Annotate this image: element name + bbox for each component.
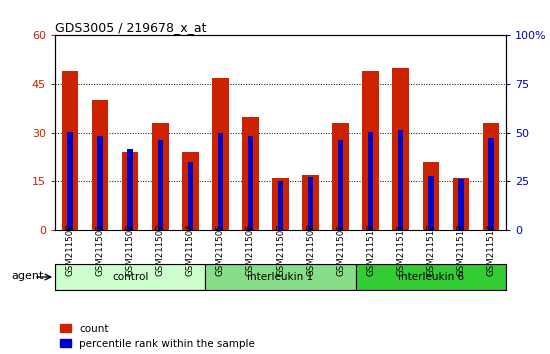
Text: GSM211501: GSM211501 — [96, 223, 104, 276]
Text: control: control — [112, 272, 148, 282]
Bar — [182, 152, 199, 230]
Bar — [157, 139, 163, 230]
Bar — [55, 264, 205, 290]
Text: GSM211508: GSM211508 — [306, 223, 315, 276]
Text: GSM211500: GSM211500 — [65, 223, 75, 276]
Text: interleukin 6: interleukin 6 — [398, 272, 464, 282]
Bar — [368, 132, 373, 230]
Bar — [242, 116, 258, 230]
Text: agent: agent — [11, 271, 43, 281]
Bar — [188, 162, 193, 230]
Bar — [398, 130, 404, 230]
Bar — [362, 71, 379, 230]
Text: GSM211505: GSM211505 — [216, 223, 225, 276]
Bar — [356, 264, 506, 290]
Bar — [128, 149, 133, 230]
Legend: count, percentile rank within the sample: count, percentile rank within the sample — [60, 324, 255, 349]
Text: GSM211502: GSM211502 — [125, 223, 135, 276]
Bar — [332, 123, 349, 230]
Text: GSM211504: GSM211504 — [186, 223, 195, 276]
Bar — [97, 136, 103, 230]
Text: GSM211512: GSM211512 — [426, 223, 436, 276]
Text: GSM211506: GSM211506 — [246, 223, 255, 276]
Bar — [458, 179, 464, 230]
Bar — [92, 100, 108, 230]
Text: interleukin 1: interleukin 1 — [248, 272, 314, 282]
Bar — [302, 175, 319, 230]
Bar — [62, 71, 78, 230]
Bar — [483, 123, 499, 230]
Bar — [152, 123, 168, 230]
Bar — [422, 162, 439, 230]
Bar — [278, 181, 283, 230]
Bar — [122, 152, 139, 230]
Bar — [308, 177, 314, 230]
Bar — [338, 139, 343, 230]
Bar — [428, 176, 433, 230]
Bar — [488, 138, 494, 230]
Text: GSM211503: GSM211503 — [156, 223, 165, 276]
Text: GSM211509: GSM211509 — [336, 223, 345, 276]
Text: GSM211511: GSM211511 — [396, 223, 405, 276]
Text: GSM211514: GSM211514 — [486, 223, 496, 276]
Bar — [67, 132, 73, 230]
Bar — [272, 178, 289, 230]
Text: GSM211507: GSM211507 — [276, 223, 285, 276]
Text: GDS3005 / 219678_x_at: GDS3005 / 219678_x_at — [55, 21, 206, 34]
Bar — [393, 68, 409, 230]
Bar — [212, 78, 229, 230]
Bar — [205, 264, 356, 290]
Bar — [453, 178, 469, 230]
Bar — [248, 136, 253, 230]
Bar — [218, 133, 223, 230]
Text: GSM211513: GSM211513 — [456, 223, 465, 276]
Text: GSM211510: GSM211510 — [366, 223, 375, 276]
